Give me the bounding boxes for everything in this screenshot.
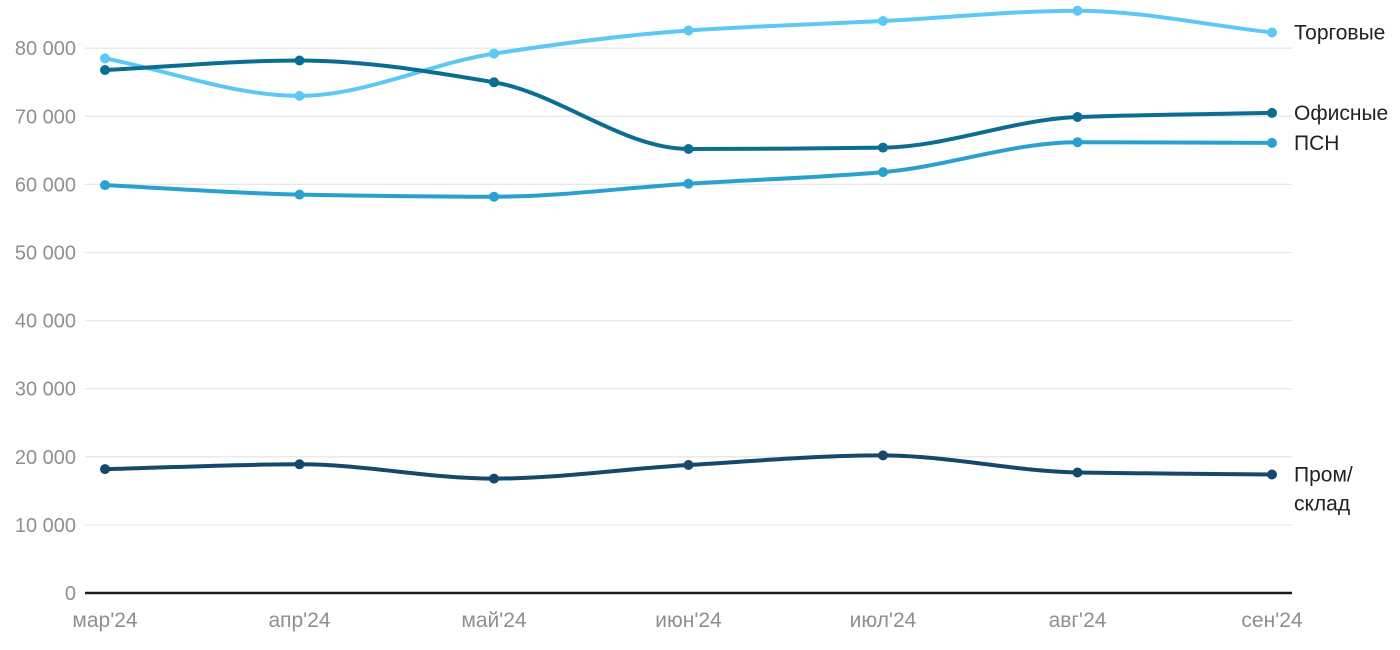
data-point-psn-5[interactable] (1072, 137, 1083, 148)
data-point-torgovye-0[interactable] (100, 53, 110, 64)
y-tick-label: 60 000 (15, 174, 76, 196)
y-tick-label: 80 000 (15, 38, 76, 60)
y-tick-label: 0 (65, 583, 76, 605)
data-point-psn-3[interactable] (683, 178, 694, 189)
data-point-torgovye-2[interactable] (489, 48, 499, 59)
data-point-torgovye-3[interactable] (683, 25, 694, 36)
x-axis-label-3: июн'24 (655, 609, 722, 632)
data-point-psn-0[interactable] (100, 180, 110, 191)
series-line-ofisnye (103, 58, 1274, 151)
data-point-ofisnye-5[interactable] (1072, 112, 1083, 122)
y-tick-label: 30 000 (15, 379, 76, 401)
data-point-ofisnye-4[interactable] (878, 142, 888, 153)
data-point-ofisnye-6[interactable] (1267, 107, 1277, 118)
data-point-prom-sklad-4[interactable] (878, 450, 888, 461)
data-point-ofisnye-3[interactable] (683, 144, 694, 154)
x-axis-label-2: май'24 (461, 609, 527, 632)
data-point-psn-6[interactable] (1267, 137, 1277, 148)
x-axis-label-0: мар'24 (72, 609, 137, 632)
series-line-torgovye (103, 8, 1274, 98)
data-point-prom-sklad-5[interactable] (1072, 467, 1083, 478)
data-point-torgovye-1[interactable] (294, 90, 305, 101)
data-point-ofisnye-2[interactable] (489, 77, 499, 88)
legend-label-prom-sklad-line1: склад (1294, 493, 1350, 516)
y-tick-label: 50 000 (15, 243, 76, 265)
x-axis-label-6: сен'24 (1241, 609, 1302, 632)
y-tick-label: 70 000 (15, 106, 76, 128)
y-tick-label: 40 000 (15, 311, 76, 333)
data-point-prom-sklad-1[interactable] (294, 459, 305, 470)
data-point-prom-sklad-2[interactable] (489, 473, 499, 484)
y-tick-label: 10 000 (15, 515, 76, 537)
data-point-psn-2[interactable] (489, 191, 499, 202)
data-point-prom-sklad-6[interactable] (1267, 469, 1277, 480)
x-axis-label-5: авг'24 (1049, 609, 1107, 632)
data-point-torgovye-6[interactable] (1267, 27, 1277, 38)
legend-label-ofisnye: Офисные (1294, 102, 1388, 125)
data-point-prom-sklad-3[interactable] (683, 460, 694, 470)
x-axis-label-4: июл'24 (850, 609, 917, 632)
data-point-torgovye-5[interactable] (1072, 5, 1083, 16)
legend-label-prom-sklad-line0: Пром/ (1294, 464, 1353, 487)
x-axis-label-1: апр'24 (268, 609, 330, 632)
data-point-prom-sklad-0[interactable] (100, 464, 110, 475)
data-point-ofisnye-0[interactable] (100, 65, 110, 75)
data-point-torgovye-4[interactable] (878, 16, 888, 26)
data-point-psn-4[interactable] (878, 167, 888, 178)
data-point-ofisnye-1[interactable] (294, 55, 305, 66)
legend-label-psn: ПСН (1294, 132, 1339, 155)
y-tick-label: 20 000 (15, 447, 76, 469)
data-point-psn-1[interactable] (294, 189, 305, 200)
legend-label-torgovye: Торговые (1294, 22, 1385, 45)
